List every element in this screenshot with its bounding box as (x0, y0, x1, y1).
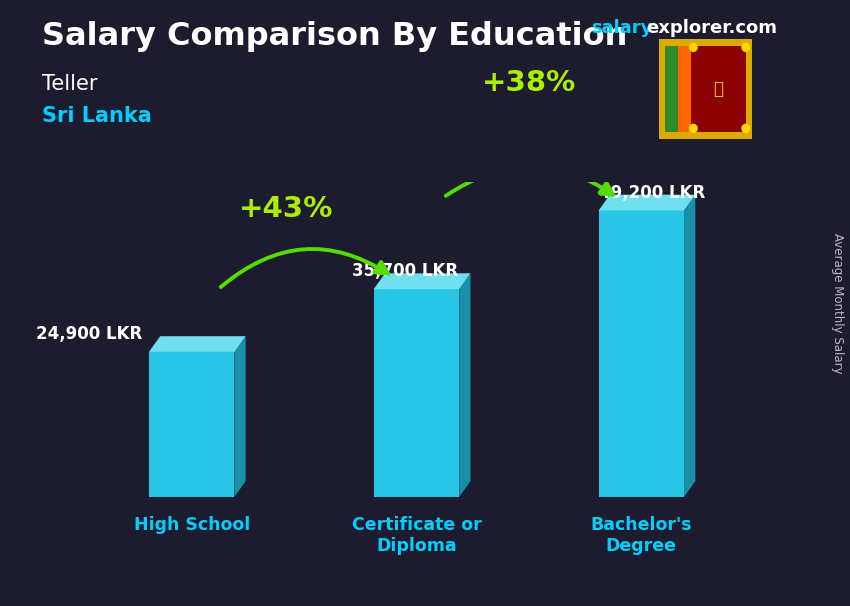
Polygon shape (149, 336, 246, 352)
Text: +38%: +38% (482, 69, 576, 97)
Polygon shape (235, 336, 246, 497)
Polygon shape (666, 47, 678, 132)
Text: Salary Comparison By Education: Salary Comparison By Education (42, 21, 628, 52)
Polygon shape (374, 289, 459, 497)
Polygon shape (692, 47, 745, 132)
FancyArrowPatch shape (221, 249, 388, 287)
Text: 35,700 LKR: 35,700 LKR (352, 262, 458, 281)
Text: Average Monthly Salary: Average Monthly Salary (830, 233, 844, 373)
Text: 49,200 LKR: 49,200 LKR (599, 184, 706, 202)
Text: explorer.com: explorer.com (646, 19, 777, 38)
Text: Sri Lanka: Sri Lanka (42, 106, 152, 126)
Polygon shape (459, 273, 470, 497)
Circle shape (742, 124, 750, 132)
Text: 🦁: 🦁 (714, 81, 723, 98)
Circle shape (689, 44, 697, 52)
Text: Teller: Teller (42, 74, 98, 94)
Circle shape (689, 124, 697, 132)
Polygon shape (598, 210, 684, 497)
Text: +43%: +43% (239, 195, 333, 222)
Polygon shape (678, 47, 692, 132)
Circle shape (742, 44, 750, 52)
Polygon shape (598, 195, 695, 210)
Polygon shape (374, 273, 470, 289)
Text: 24,900 LKR: 24,900 LKR (36, 325, 142, 344)
Text: salary: salary (591, 19, 652, 38)
Polygon shape (684, 195, 695, 497)
Polygon shape (659, 39, 752, 139)
Polygon shape (149, 352, 235, 497)
FancyArrowPatch shape (445, 167, 613, 196)
